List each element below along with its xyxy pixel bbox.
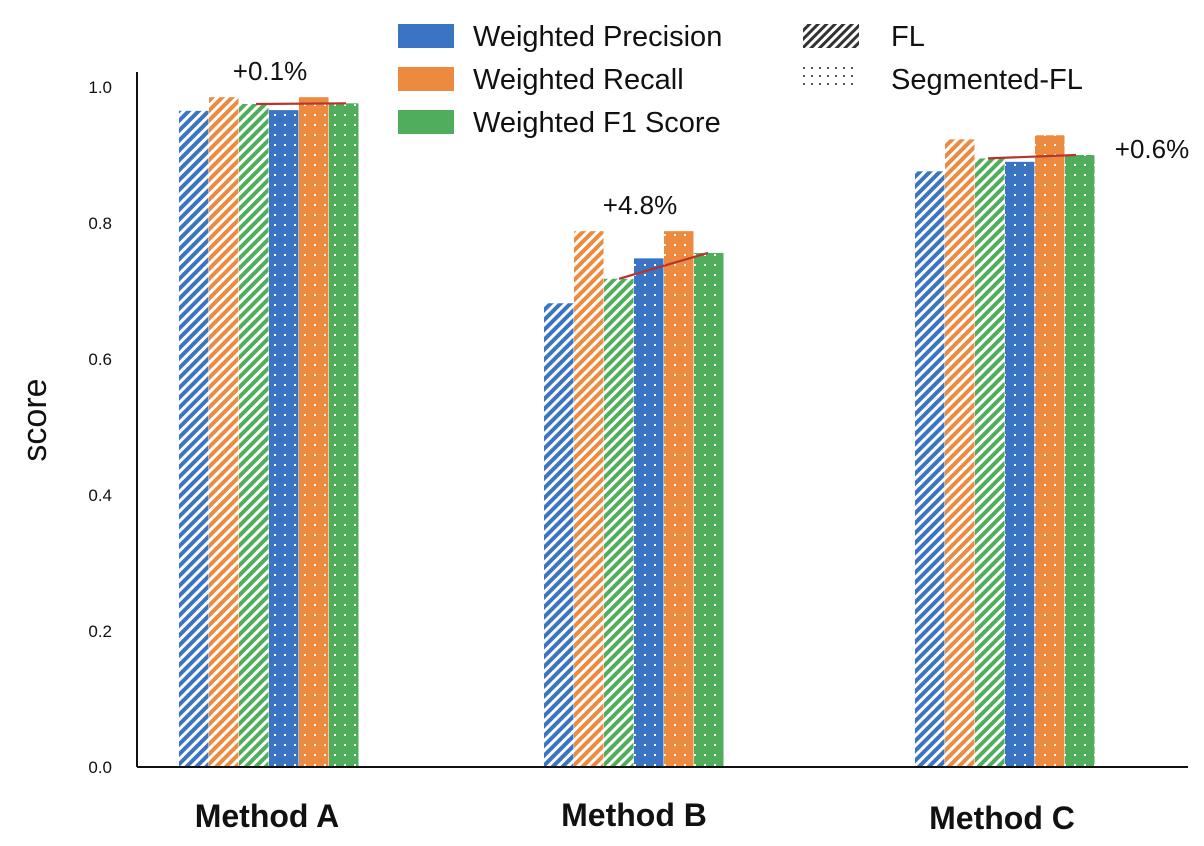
bar-method-c-segmented-fl-weighted-f1-score <box>1065 155 1095 767</box>
y-tick-labels: 0.0 0.2 0.4 0.6 0.8 1.0 <box>88 78 112 777</box>
legend-swatch-weighted-f1-score <box>398 110 454 134</box>
bar-method-b-fl-weighted-recall <box>574 231 604 767</box>
category-label-method-a: Method A <box>195 798 340 834</box>
trend-line-method-b <box>618 251 709 280</box>
bar-method-a-segmented-fl-weighted-precision <box>269 110 299 768</box>
category-label-method-c: Method C <box>929 800 1075 836</box>
legend-label-weighted-f1-score: Weighted F1 Score <box>473 107 721 139</box>
bar-method-c-segmented-fl-weighted-precision <box>1005 161 1035 768</box>
trend-lines-layer <box>255 102 1077 280</box>
bar-method-b-fl-weighted-precision <box>544 303 574 767</box>
bar-method-b-segmented-fl-weighted-precision <box>634 258 664 767</box>
bar-method-c-fl-weighted-precision <box>915 171 945 767</box>
bar-method-b-fl-weighted-f1-score <box>604 278 634 767</box>
annotation-method-b: +4.8% <box>603 190 677 220</box>
y-tick-label: 1.0 <box>88 78 112 97</box>
y-axis-label: score <box>16 378 54 461</box>
bars-layer <box>179 97 1095 768</box>
legend-label-segmented-fl: Segmented-FL <box>891 64 1083 96</box>
bar-method-a-fl-weighted-f1-score <box>239 104 269 767</box>
bar-method-a-fl-weighted-recall <box>209 97 239 767</box>
legend-swatch-fl <box>803 24 859 48</box>
bar-method-b-segmented-fl-weighted-f1-score <box>694 252 724 768</box>
bar-method-a-segmented-fl-weighted-f1-score <box>329 103 359 767</box>
annotation-method-a: +0.1% <box>233 56 307 86</box>
legend-swatch-segmented-fl <box>803 67 859 91</box>
y-tick-label: 0.0 <box>88 758 112 777</box>
bar-method-a-fl-weighted-precision <box>179 110 209 768</box>
bar-method-c-fl-weighted-recall <box>945 139 975 768</box>
legend-label-weighted-recall: Weighted Recall <box>473 64 684 96</box>
bar-method-c-fl-weighted-f1-score <box>975 158 1005 767</box>
legend: Weighted Precision Weighted Recall Weigh… <box>398 21 1083 139</box>
legend-label-weighted-precision: Weighted Precision <box>473 21 722 53</box>
annotations-layer: +0.1% +4.8% +0.6% <box>233 56 1189 220</box>
legend-swatch-weighted-recall <box>398 67 454 91</box>
bar-method-c-segmented-fl-weighted-recall <box>1035 135 1065 767</box>
y-tick-label: 0.6 <box>88 350 112 369</box>
bar-method-a-segmented-fl-weighted-recall <box>299 97 329 767</box>
legend-swatch-weighted-precision <box>398 24 454 48</box>
trend-line-method-a <box>255 102 347 106</box>
legend-label-fl: FL <box>891 21 925 53</box>
y-tick-label: 0.8 <box>88 214 112 233</box>
bar-method-b-segmented-fl-weighted-recall <box>664 231 694 767</box>
y-tick-label: 0.2 <box>88 622 112 641</box>
trend-line-method-c <box>987 153 1077 160</box>
y-tick-label: 0.4 <box>88 486 112 505</box>
x-category-labels: Method A Method B Method C <box>195 797 1075 836</box>
category-label-method-b: Method B <box>561 797 707 833</box>
annotation-method-c: +0.6% <box>1115 134 1189 164</box>
